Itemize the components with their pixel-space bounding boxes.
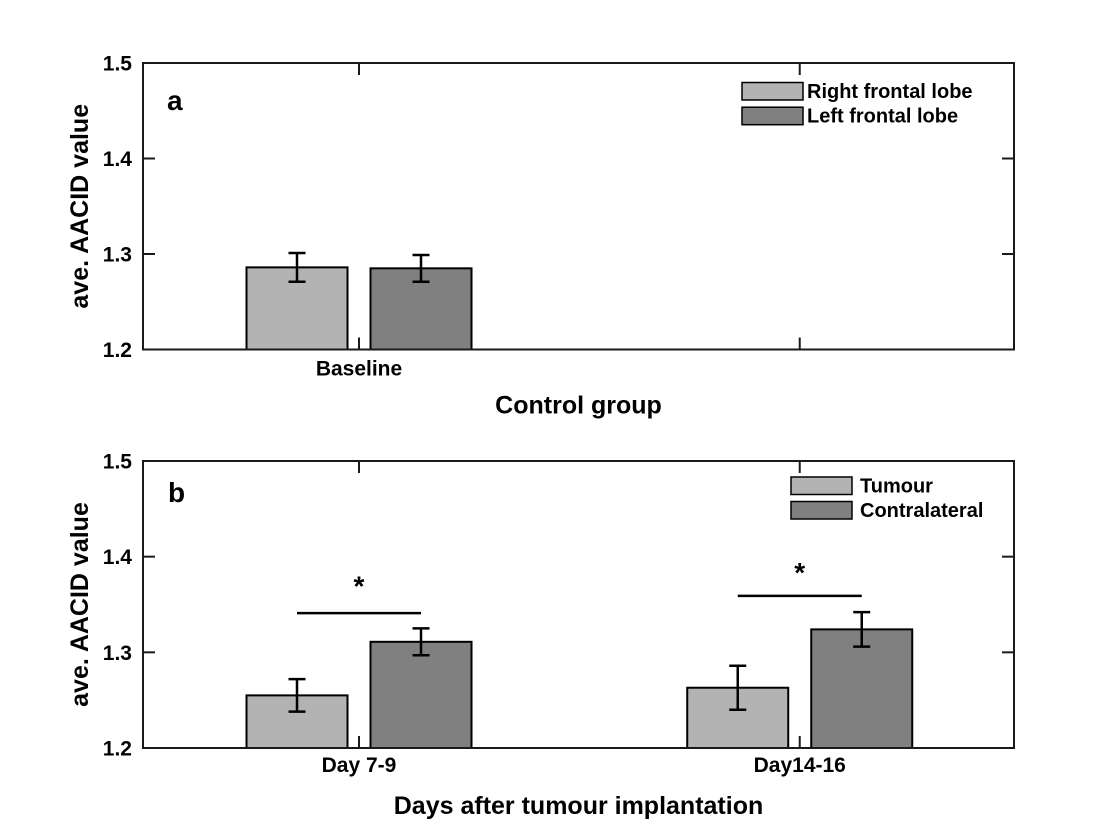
y-tick-label: 1.3	[103, 244, 132, 267]
legend-label: Right frontal lobe	[807, 81, 973, 103]
significance-star: *	[354, 571, 365, 602]
bar	[369, 640, 473, 749]
legend-swatch	[790, 476, 853, 496]
panel-letter: b	[168, 477, 185, 508]
category-label: Day14-16	[754, 754, 846, 777]
axes-box	[142, 62, 1015, 351]
error-bar	[288, 677, 306, 713]
y-tick-label: 1.5	[103, 451, 133, 474]
legend-swatch	[741, 81, 804, 101]
y-tick-label: 1.5	[103, 53, 133, 76]
y-tick-label: 1.2	[103, 339, 132, 362]
x-axis-label: Control group	[495, 392, 662, 420]
axes-box	[142, 460, 1015, 749]
error-bar	[412, 253, 430, 283]
bar	[810, 628, 914, 750]
legend-label: Left frontal lobe	[807, 106, 958, 128]
y-tick-label: 1.3	[103, 642, 132, 665]
error-bar	[412, 627, 430, 657]
panel-letter: a	[167, 85, 183, 116]
legend-label: Contralateral	[860, 500, 983, 522]
y-axis-label: ave. AACID value	[66, 104, 94, 309]
y-tick-label: 1.4	[103, 148, 133, 171]
legend-label: Tumour	[860, 476, 933, 498]
x-axis-label: Days after tumour implantation	[394, 792, 764, 820]
legend-swatch	[790, 500, 853, 520]
y-tick-label: 1.4	[103, 546, 133, 569]
panel-b: * * 1.2 1.3 1.4 1.5 Day 7-9 Day14-16 b Days after…	[66, 451, 1015, 820]
panel-a: 1.2 1.3 1.4 1.5 Baseline a Control group ave. A…	[66, 53, 1015, 420]
error-bar	[853, 610, 871, 648]
category-label: Baseline	[316, 358, 402, 381]
y-tick-label: 1.2	[103, 738, 132, 761]
legend: Right frontal lobe Left frontal lobe	[741, 81, 973, 128]
error-bar	[288, 251, 306, 283]
category-label: Day 7-9	[322, 754, 397, 777]
significance-star: *	[794, 557, 805, 588]
error-bar	[729, 664, 747, 711]
y-axis-label: ave. AACID value	[66, 502, 94, 707]
legend-swatch	[741, 106, 804, 126]
